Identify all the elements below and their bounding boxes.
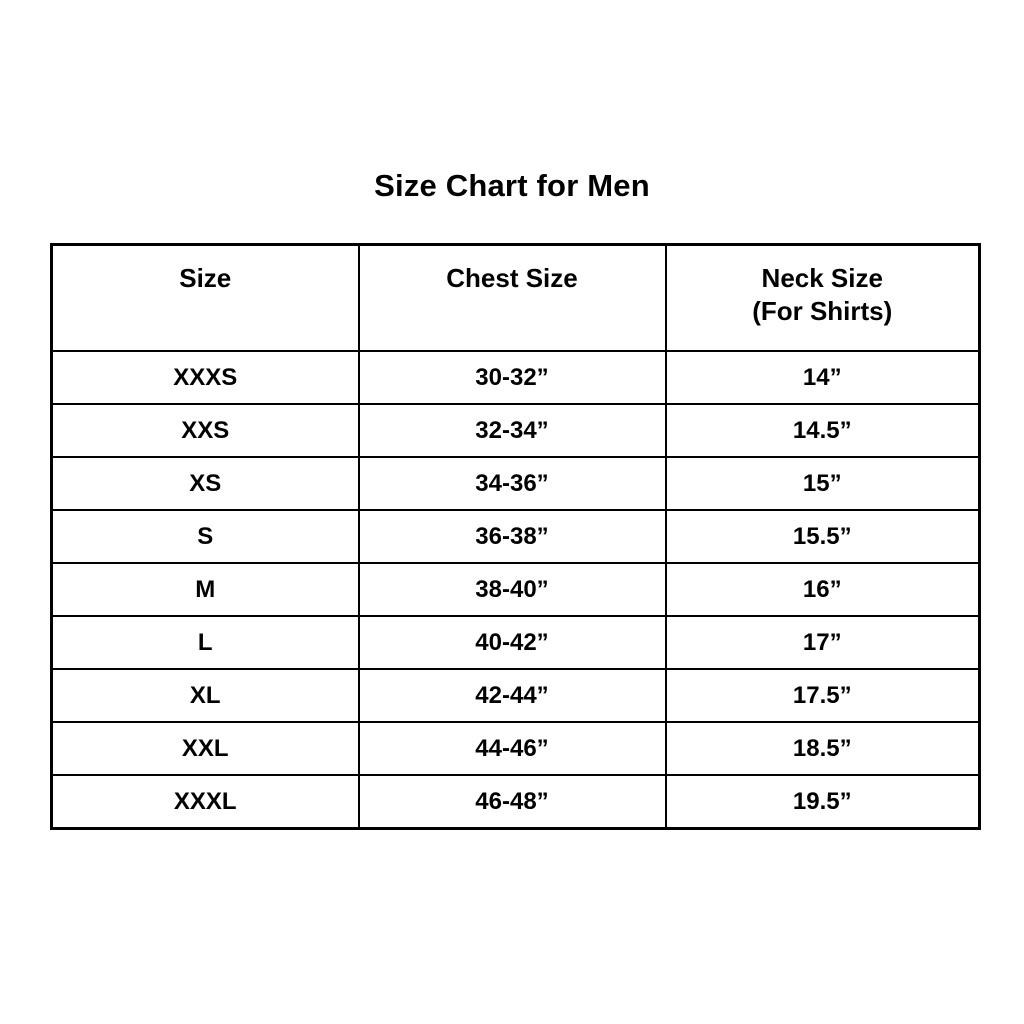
chest-cell: 42-44” <box>357 668 667 723</box>
neck-cell: 14.5” <box>664 403 981 458</box>
size-cell: XXS <box>50 403 360 458</box>
column-header-size: Size <box>50 243 360 352</box>
chest-cell: 30-32” <box>357 350 667 405</box>
size-cell: XXXS <box>50 350 360 405</box>
table-row: XS 34-36” 15” <box>50 456 981 511</box>
table-header-row: Size Chest Size Neck Size (For Shirts) <box>50 243 981 352</box>
chest-cell: 46-48” <box>357 774 667 830</box>
neck-cell: 14” <box>664 350 981 405</box>
neck-cell: 17.5” <box>664 668 981 723</box>
neck-cell: 15.5” <box>664 509 981 564</box>
size-chart-table: Size Chest Size Neck Size (For Shirts) X… <box>50 243 981 830</box>
size-cell: L <box>50 615 360 670</box>
table-row: XXXL 46-48” 19.5” <box>50 774 981 830</box>
chest-cell: 44-46” <box>357 721 667 776</box>
neck-cell: 19.5” <box>664 774 981 830</box>
chest-cell: 38-40” <box>357 562 667 617</box>
size-cell: XL <box>50 668 360 723</box>
neck-cell: 15” <box>664 456 981 511</box>
table-row: XXXS 30-32” 14” <box>50 350 981 405</box>
chest-cell: 34-36” <box>357 456 667 511</box>
column-header-chest-size: Chest Size <box>357 243 667 352</box>
table-row: S 36-38” 15.5” <box>50 509 981 564</box>
size-cell: XXL <box>50 721 360 776</box>
size-cell: XS <box>50 456 360 511</box>
chest-cell: 36-38” <box>357 509 667 564</box>
neck-cell: 17” <box>664 615 981 670</box>
neck-cell: 16” <box>664 562 981 617</box>
table-row: L 40-42” 17” <box>50 615 981 670</box>
column-header-neck-size: Neck Size (For Shirts) <box>664 243 981 352</box>
table-row: XXL 44-46” 18.5” <box>50 721 981 776</box>
size-cell: XXXL <box>50 774 360 830</box>
size-cell: S <box>50 509 360 564</box>
table-row: XL 42-44” 17.5” <box>50 668 981 723</box>
size-cell: M <box>50 562 360 617</box>
table-row: M 38-40” 16” <box>50 562 981 617</box>
chest-cell: 40-42” <box>357 615 667 670</box>
chest-cell: 32-34” <box>357 403 667 458</box>
page-title: Size Chart for Men <box>374 168 650 203</box>
table-row: XXS 32-34” 14.5” <box>50 403 981 458</box>
neck-cell: 18.5” <box>664 721 981 776</box>
